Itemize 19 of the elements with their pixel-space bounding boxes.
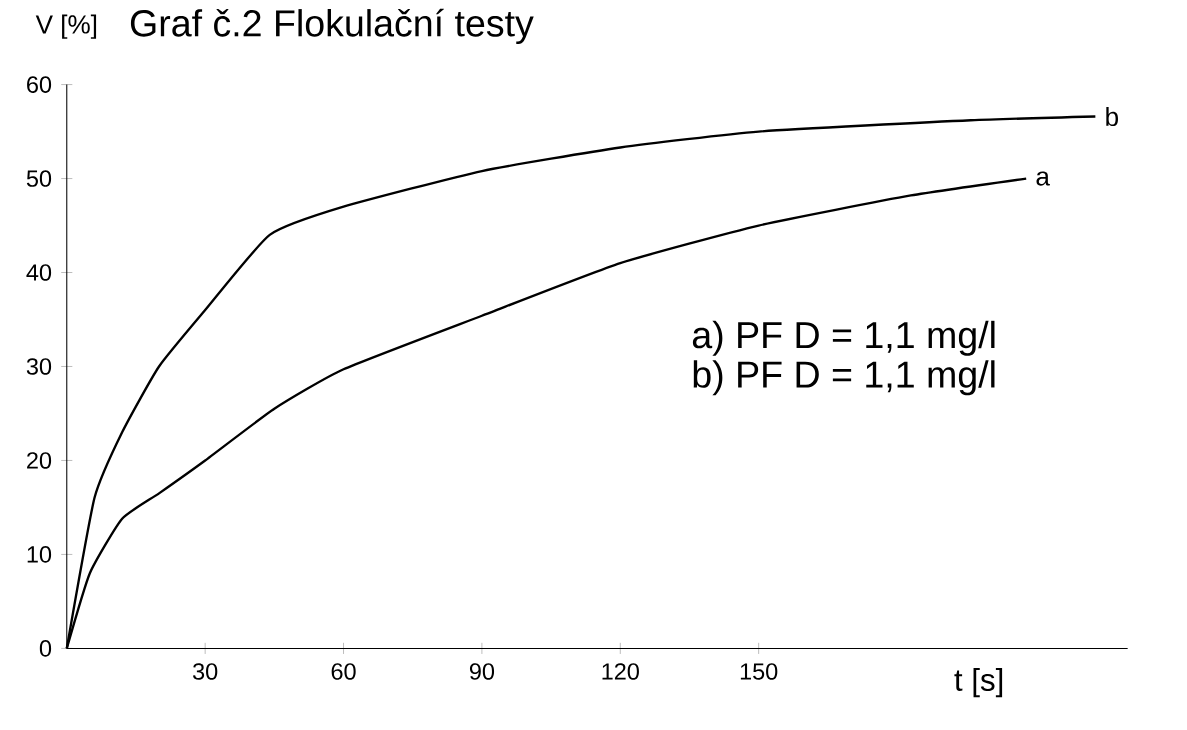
- x-tick-label: 150: [740, 663, 778, 680]
- y-tick-label: 60: [27, 76, 52, 93]
- y-tick-label: 20: [27, 452, 52, 469]
- y-tick-label: 0: [39, 640, 52, 657]
- annotation: a) PF D = 1,1 mg/l: [692, 320, 995, 356]
- y-tick-label: 50: [26, 170, 52, 187]
- x-axis-title: t [s]: [954, 668, 1003, 698]
- series-label: a: [1036, 171, 1050, 186]
- chart-title: Graf č.2 Flokulační testy: [130, 8, 534, 45]
- x-tick-label: 60: [331, 663, 356, 680]
- x-tick-label: 30: [193, 663, 218, 680]
- x-tick-label: 90: [469, 663, 495, 680]
- annotation: b) PF D = 1,1 mg/l: [693, 360, 995, 396]
- y-tick-label: 10: [27, 546, 52, 563]
- series-label: b: [1106, 106, 1118, 127]
- x-tick-label: 120: [602, 663, 639, 680]
- y-tick-label: 40: [26, 264, 52, 281]
- y-tick-label: 30: [26, 358, 52, 375]
- y-axis-title: V [%]: [35, 14, 97, 39]
